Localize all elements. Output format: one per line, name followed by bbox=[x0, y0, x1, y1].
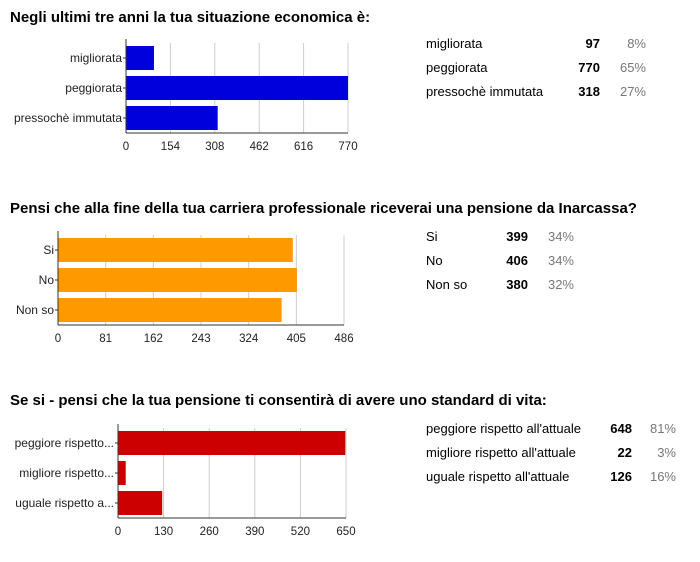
summary-percent: 34% bbox=[547, 252, 574, 268]
summary-row: pressochè immutata 318 27% bbox=[426, 79, 646, 103]
tick-label: 486 bbox=[334, 333, 353, 345]
summary-label: migliorata bbox=[426, 35, 483, 51]
summary-row: Si 399 34% bbox=[426, 224, 574, 248]
bar bbox=[126, 46, 154, 70]
category-label: No bbox=[39, 273, 55, 287]
summary-count: 318 bbox=[578, 83, 600, 99]
category-label: uguale rispetto a... bbox=[15, 496, 114, 510]
summary-count: 399 bbox=[506, 228, 528, 244]
summary-count: 97 bbox=[585, 35, 600, 51]
bar bbox=[58, 238, 293, 262]
summary-label: pressochè immutata bbox=[426, 83, 544, 99]
category-label: Si bbox=[43, 243, 54, 257]
question-title: Pensi che alla fine della tua carriera p… bbox=[10, 200, 637, 217]
bar bbox=[118, 431, 346, 455]
bar-chart: migliorata peggiorata pressochè immutata 0 1… bbox=[14, 39, 358, 153]
summary-label: Si bbox=[426, 228, 438, 244]
tick-label: 243 bbox=[191, 333, 210, 345]
tick-label: 260 bbox=[200, 526, 219, 538]
bar bbox=[118, 491, 163, 515]
summary-row: No 406 34% bbox=[426, 248, 574, 272]
summary-percent: 81% bbox=[649, 420, 676, 436]
tick-label: 0 bbox=[115, 526, 121, 538]
summary-row: Non so 380 32% bbox=[426, 272, 574, 296]
category-label: migliore rispetto... bbox=[19, 466, 114, 480]
bar bbox=[118, 461, 126, 485]
summary-row: migliorata 97 8% bbox=[426, 31, 646, 55]
summary-count: 406 bbox=[506, 252, 528, 268]
tick-label: 770 bbox=[338, 141, 357, 153]
tick-label: 0 bbox=[123, 141, 129, 153]
category-label: Non so bbox=[16, 303, 54, 317]
summary-count: 22 bbox=[617, 444, 632, 460]
summary-table: peggiore rispetto all'attuale 648 81% migli… bbox=[426, 416, 676, 488]
bar bbox=[58, 268, 297, 292]
category-label: peggiorata bbox=[65, 81, 122, 95]
summary-percent: 32% bbox=[547, 276, 574, 292]
tick-label: 405 bbox=[287, 333, 306, 345]
tick-label: 616 bbox=[294, 141, 313, 153]
tick-label: 81 bbox=[99, 333, 112, 345]
tick-label: 520 bbox=[291, 526, 310, 538]
tick-label: 162 bbox=[144, 333, 163, 345]
summary-label: peggiore rispetto all'attuale bbox=[426, 420, 581, 436]
summary-label: uguale rispetto all'attuale bbox=[426, 468, 570, 484]
bar bbox=[126, 76, 348, 100]
summary-label: Non so bbox=[426, 276, 468, 292]
summary-label: No bbox=[426, 252, 443, 268]
summary-count: 648 bbox=[610, 420, 632, 436]
bar-chart: peggiore rispetto... migliore rispetto...… bbox=[15, 424, 356, 538]
bar bbox=[126, 106, 218, 130]
bar bbox=[58, 298, 282, 322]
summary-table: Si 399 34% No 406 34% Non so 380 32% bbox=[426, 224, 574, 296]
summary-percent: 8% bbox=[627, 35, 646, 51]
category-label: pressochè immutata bbox=[14, 111, 122, 125]
summary-row: migliore rispetto all'attuale 22 3% bbox=[426, 440, 676, 464]
summary-row: peggiorata 770 65% bbox=[426, 55, 646, 79]
tick-label: 650 bbox=[336, 526, 355, 538]
tick-label: 308 bbox=[205, 141, 224, 153]
summary-row: peggiore rispetto all'attuale 648 81% bbox=[426, 416, 676, 440]
summary-count: 126 bbox=[610, 468, 632, 484]
summary-count: 380 bbox=[506, 276, 528, 292]
tick-label: 462 bbox=[250, 141, 269, 153]
question-title: Negli ultimi tre anni la tua situazione … bbox=[10, 9, 371, 26]
summary-table: migliorata 97 8% peggiorata 770 65% pressochè … bbox=[426, 31, 646, 103]
tick-label: 154 bbox=[161, 141, 181, 153]
summary-percent: 16% bbox=[649, 468, 676, 484]
summary-percent: 65% bbox=[619, 59, 646, 75]
tick-label: 0 bbox=[55, 333, 61, 345]
bar-chart: Si No Non so 0 81 162 243 324 405 486 bbox=[16, 231, 354, 345]
tick-label: 390 bbox=[245, 526, 264, 538]
summary-label: migliore rispetto all'attuale bbox=[426, 444, 576, 460]
summary-percent: 34% bbox=[547, 228, 574, 244]
category-label: migliorata bbox=[70, 51, 122, 65]
summary-count: 770 bbox=[578, 59, 600, 75]
question-title: Se si - pensi che la tua pensione ti con… bbox=[10, 392, 547, 409]
category-label: peggiore rispetto... bbox=[15, 436, 114, 450]
tick-label: 130 bbox=[154, 526, 173, 538]
summary-label: peggiorata bbox=[426, 59, 488, 75]
tick-label: 324 bbox=[239, 333, 259, 345]
summary-row: uguale rispetto all'attuale 126 16% bbox=[426, 464, 676, 488]
summary-percent: 27% bbox=[619, 83, 646, 99]
summary-percent: 3% bbox=[657, 444, 676, 460]
